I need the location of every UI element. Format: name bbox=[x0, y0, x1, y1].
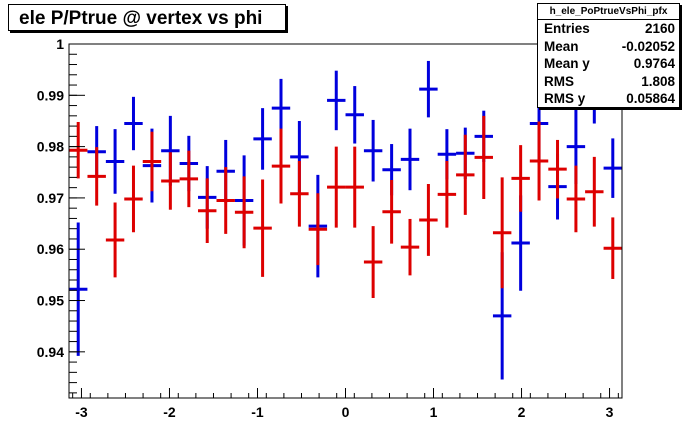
x-tick-label: -2 bbox=[163, 404, 176, 420]
data-point bbox=[234, 176, 254, 249]
y-tick-label: 1 bbox=[56, 36, 64, 52]
series-1 bbox=[69, 115, 622, 298]
data-point bbox=[271, 128, 291, 204]
stats-row-rms: RMS 1.808 bbox=[538, 73, 679, 91]
data-point bbox=[603, 138, 622, 198]
data-point bbox=[253, 108, 272, 170]
stats-label: Mean bbox=[544, 38, 579, 54]
x-tick-label: -1 bbox=[251, 404, 264, 420]
stats-value: -0.02052 bbox=[621, 38, 675, 54]
data-point bbox=[585, 156, 604, 227]
data-point bbox=[474, 115, 493, 199]
data-point bbox=[198, 178, 217, 244]
data-point bbox=[69, 121, 88, 179]
data-point bbox=[363, 119, 383, 182]
data-point bbox=[603, 217, 622, 279]
data-point bbox=[529, 121, 549, 201]
data-point bbox=[363, 226, 383, 298]
stats-name: h_ele_PoPtrueVsPhi_pfx bbox=[538, 4, 679, 20]
data-point bbox=[548, 139, 567, 199]
data-point bbox=[566, 165, 586, 233]
data-point bbox=[492, 177, 512, 289]
stats-label: RMS bbox=[544, 73, 574, 89]
y-tick-label: 0.96 bbox=[37, 241, 64, 257]
stats-label: RMS y bbox=[544, 91, 586, 106]
data-point bbox=[216, 167, 235, 234]
data-point bbox=[419, 60, 438, 118]
x-tick-label: 3 bbox=[606, 404, 614, 420]
data-point bbox=[105, 129, 125, 194]
data-point bbox=[142, 131, 162, 192]
y-tick-label: 0.94 bbox=[37, 344, 64, 360]
stats-box: h_ele_PoPtrueVsPhi_pfx Entries 2160 Mean… bbox=[537, 3, 680, 108]
data-point bbox=[161, 152, 180, 210]
data-point bbox=[456, 134, 475, 215]
data-point bbox=[345, 146, 364, 228]
x-tick-label: 1 bbox=[430, 404, 438, 420]
data-point bbox=[308, 193, 328, 266]
data-point bbox=[271, 78, 291, 138]
data-point bbox=[400, 218, 420, 276]
chart-title: ele P/Ptrue @ vertex vs phi bbox=[19, 8, 263, 29]
data-point bbox=[290, 160, 309, 227]
y-tick-label: 0.99 bbox=[37, 87, 64, 103]
x-tick-label: -3 bbox=[75, 404, 88, 420]
data-point bbox=[69, 222, 88, 356]
stats-value: 0.9764 bbox=[633, 56, 675, 71]
title-box: ele P/Ptrue @ vertex vs phi bbox=[8, 4, 286, 31]
data-point bbox=[345, 86, 364, 144]
stats-row-entries: Entries 2160 bbox=[538, 20, 679, 38]
x-tick-label: 0 bbox=[342, 404, 350, 420]
data-point bbox=[382, 179, 401, 244]
stats-row-mean: Mean -0.02052 bbox=[538, 38, 679, 56]
x-axis: -3 -2 -1 0 1 2 3 bbox=[72, 388, 619, 420]
data-point bbox=[327, 70, 346, 131]
y-tick-label: 0.98 bbox=[37, 139, 64, 155]
data-point bbox=[253, 179, 272, 277]
stats-row-mean-y: Mean y 0.9764 bbox=[538, 55, 679, 73]
stats-value: 1.808 bbox=[641, 73, 675, 89]
data-point bbox=[437, 160, 457, 228]
stats-value: 2160 bbox=[644, 21, 675, 36]
x-tick-label: 2 bbox=[518, 404, 526, 420]
data-point bbox=[511, 145, 530, 212]
data-point bbox=[87, 147, 106, 206]
stats-row-rms-y: RMS y 0.05864 bbox=[538, 90, 679, 108]
data-point bbox=[105, 202, 125, 278]
data-point bbox=[124, 165, 143, 233]
data-point bbox=[327, 146, 346, 228]
stats-label: Mean y bbox=[544, 56, 590, 71]
data-point bbox=[419, 184, 438, 256]
stats-label: Entries bbox=[544, 21, 590, 36]
y-tick-label: 0.97 bbox=[37, 190, 64, 206]
y-axis: 0.94 0.95 0.96 0.97 0.98 0.99 1 bbox=[37, 36, 85, 394]
data-point bbox=[400, 128, 420, 191]
data-point bbox=[124, 96, 143, 151]
stats-value: 0.05864 bbox=[626, 91, 675, 106]
data-point bbox=[179, 150, 199, 208]
y-tick-label: 0.95 bbox=[37, 293, 64, 309]
